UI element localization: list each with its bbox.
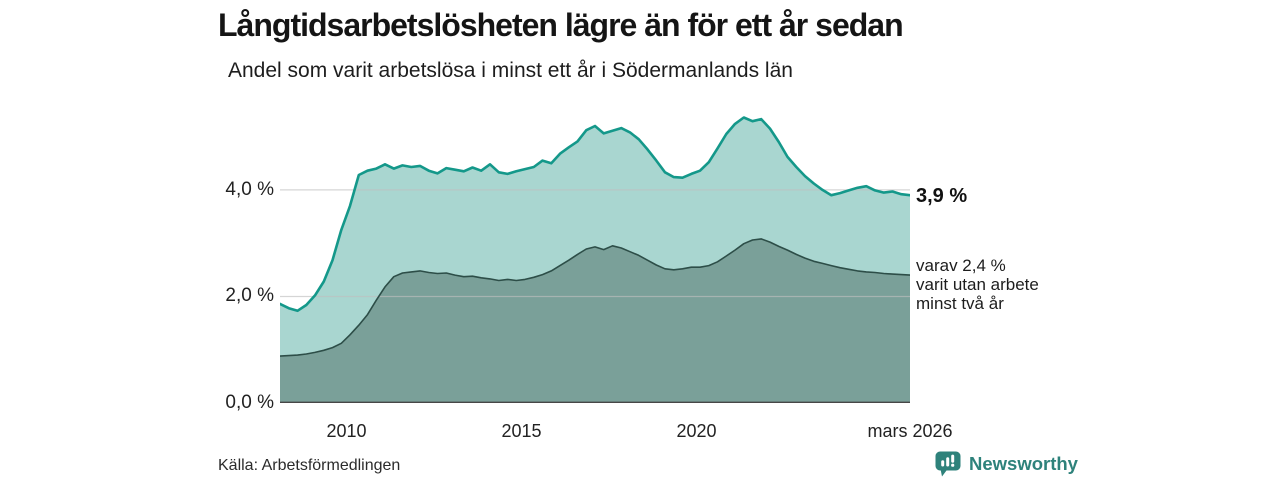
x-axis-tick-label-2010: 2010 [326,421,367,441]
area-chart-plot [280,116,910,403]
bar-short [941,460,945,467]
line-series-2 [280,238,910,357]
y-axis-tick-label-4: 4,0 % [225,178,274,200]
line-series-1 [280,116,910,313]
x-axis-tick-label-2020: 2020 [676,421,717,441]
exclamation-dot [951,463,955,467]
exclamation-bar [951,454,955,463]
end-sublabel-line-2: varit utan arbete [916,275,1039,294]
chart-subtitle: Andel som varit arbetslösa i minst ett å… [228,59,793,82]
end-value-label: 3,9 % [916,185,968,207]
y-axis-tick-label-2: 2,0 % [225,285,274,307]
chart-title: Långtidsarbetslösheten lägre än för ett … [218,7,904,43]
newsworthy-bar-chart-bubble-icon [935,451,961,477]
end-sublabel-line-3: minst två år [916,294,1004,313]
end-sublabel-line-1: varav 2,4 % [916,256,1006,275]
x-axis-tick-label-2015: 2015 [501,421,542,441]
newsworthy-brand: Newsworthy [934,450,1078,478]
bar-medium [946,457,950,467]
area-fill-series-2 [280,238,910,403]
x-axis-tick-label-mars-2026: mars 2026 [867,421,953,441]
y-axis-tick-label-0: 0,0 % [225,392,274,413]
newsworthy-brand-text: Newsworthy [969,453,1078,474]
source-text: Källa: Arbetsförmedlingen [218,457,401,474]
end-sublabel: varav 2,4 % varit utan arbete minst två … [916,256,1039,313]
